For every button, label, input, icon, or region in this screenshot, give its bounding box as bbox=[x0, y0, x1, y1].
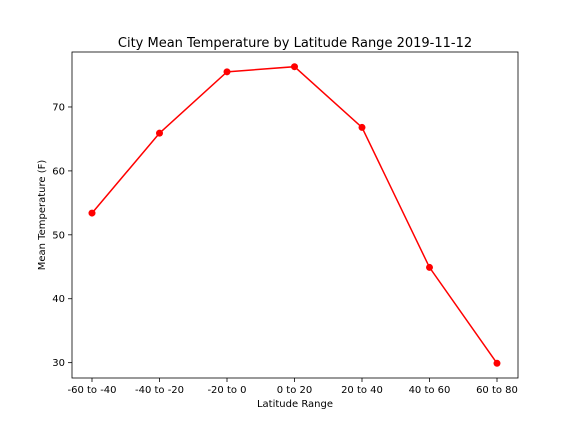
data-point bbox=[291, 63, 298, 71]
data-point bbox=[426, 263, 433, 271]
data-point bbox=[493, 359, 501, 367]
x-tick-label: -60 to -40 bbox=[67, 385, 116, 396]
x-axis-label: Latitude Range bbox=[257, 399, 333, 410]
y-tick-label: 70 bbox=[52, 102, 65, 113]
data-point bbox=[358, 123, 366, 131]
x-axis-ticks: -60 to -40 -40 to -20 -20 to 0 0 to 20 20 to… bbox=[67, 378, 518, 396]
x-tick-label: -20 to 0 bbox=[207, 385, 246, 396]
y-axis-ticks: 30 40 50 60 70 bbox=[52, 102, 72, 369]
x-tick-label: 0 to 20 bbox=[277, 385, 312, 396]
data-point bbox=[88, 209, 96, 217]
y-tick-label: 30 bbox=[52, 358, 65, 369]
x-tick-label: -40 to -20 bbox=[135, 385, 184, 396]
y-tick-label: 50 bbox=[52, 230, 65, 241]
data-point bbox=[156, 129, 163, 137]
chart-title: City Mean Temperature by Latitude Range … bbox=[118, 36, 472, 51]
y-axis-label: Mean Temperature (F) bbox=[37, 160, 48, 271]
x-tick-label: 40 to 60 bbox=[409, 385, 451, 396]
x-tick-label: 20 to 40 bbox=[341, 385, 383, 396]
x-tick-label: 60 to 80 bbox=[476, 385, 518, 396]
data-point bbox=[223, 68, 231, 76]
axes-frame bbox=[71, 51, 519, 379]
series-line bbox=[91, 65, 498, 364]
y-tick-label: 60 bbox=[52, 166, 65, 177]
y-tick-label: 40 bbox=[52, 294, 65, 305]
plot-area bbox=[88, 63, 501, 367]
